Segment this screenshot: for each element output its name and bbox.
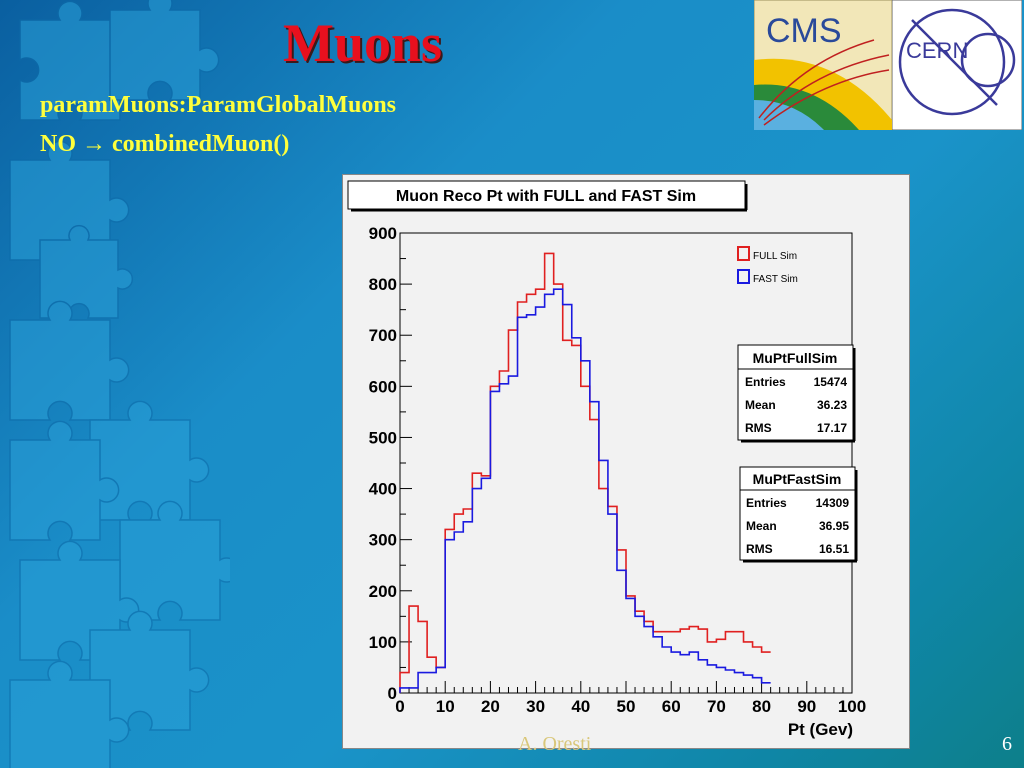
y-tick-label: 900 xyxy=(369,224,397,243)
x-tick-label: 50 xyxy=(617,697,636,716)
y-tick-labels: 0 100 200 300 400 500 600 700 800 900 xyxy=(369,224,397,703)
arrow-icon: → xyxy=(82,131,106,157)
y-tick-label: 0 xyxy=(388,684,397,703)
legend-swatch-fast xyxy=(737,269,750,284)
x-tick-label: 0 xyxy=(395,697,404,716)
subtitle-function: combinedMuon() xyxy=(112,131,290,157)
x-tick-label: 80 xyxy=(752,697,771,716)
legend-fast-sim: FAST Sim xyxy=(753,274,798,285)
puzzle-background-decoration xyxy=(9,0,230,768)
subtitle-line-2: NO → combinedMuon() xyxy=(40,131,289,158)
x-axis-label: Pt (Gev) xyxy=(788,720,853,739)
page-number: 6 xyxy=(1002,733,1012,755)
axis-ticks xyxy=(399,232,853,694)
stat-label: Entries xyxy=(746,496,787,510)
x-tick-labels: 0 10 20 30 40 50 60 70 80 90 100 xyxy=(395,697,866,716)
x-tick-label: 30 xyxy=(526,697,545,716)
stat-label: RMS xyxy=(746,542,773,556)
histogram-panel: Muon Reco Pt with FULL and FAST Sim 0 100… xyxy=(342,174,910,749)
slide-title: Muons xyxy=(283,13,443,73)
stat-box-fast-sim: MuPtFastSim Entries 14309 Mean 36.95 RMS… xyxy=(739,466,858,563)
y-tick-label: 100 xyxy=(369,633,397,652)
y-tick-label: 400 xyxy=(369,480,397,499)
x-tick-label: 70 xyxy=(707,697,726,716)
stat-label: Mean xyxy=(745,398,776,412)
subtitle-no: NO xyxy=(40,131,76,157)
cern-logo: CERN xyxy=(892,0,1022,130)
plot-frame xyxy=(399,232,853,694)
y-tick-label: 700 xyxy=(369,326,397,345)
chart-title: Muon Reco Pt with FULL and FAST Sim xyxy=(396,188,696,205)
x-tick-label: 10 xyxy=(436,697,455,716)
y-tick-label: 800 xyxy=(369,275,397,294)
stat-label: Entries xyxy=(745,375,786,389)
stat-box-title: MuPtFullSim xyxy=(753,350,838,366)
x-tick-label: 40 xyxy=(571,697,590,716)
stat-value: 15474 xyxy=(814,375,848,389)
stat-value: 36.23 xyxy=(817,398,847,412)
legend: FULL Sim FAST Sim xyxy=(737,246,798,285)
legend-full-sim: FULL Sim xyxy=(753,251,797,262)
x-tick-label: 60 xyxy=(662,697,681,716)
y-tick-label: 200 xyxy=(369,582,397,601)
cern-logo-text: CERN xyxy=(906,38,968,63)
stat-value: 16.51 xyxy=(819,542,849,556)
cms-logo: CMS xyxy=(754,0,892,130)
stat-value: 36.95 xyxy=(819,519,849,533)
x-tick-label: 90 xyxy=(797,697,816,716)
histogram-series-full-sim xyxy=(399,252,771,693)
footer-author: A. Oresti xyxy=(518,733,592,755)
subtitle-line-1: paramMuons:ParamGlobalMuons xyxy=(40,92,397,118)
x-tick-label: 20 xyxy=(481,697,500,716)
legend-swatch-full xyxy=(737,246,750,261)
stat-value: 14309 xyxy=(816,496,850,510)
y-tick-label: 500 xyxy=(369,428,397,447)
histogram-chart: Muon Reco Pt with FULL and FAST Sim 0100… xyxy=(347,180,866,739)
x-tick-label: 100 xyxy=(838,697,866,716)
y-tick-label: 600 xyxy=(369,377,397,396)
stat-label: RMS xyxy=(745,421,772,435)
cms-logo-text: CMS xyxy=(766,12,842,50)
histogram-series-fast-sim xyxy=(399,288,771,693)
stat-label: Mean xyxy=(746,519,777,533)
stat-value: 17.17 xyxy=(817,421,847,435)
histogram-series xyxy=(399,252,771,693)
y-tick-label: 300 xyxy=(369,531,397,550)
stat-box-title: MuPtFastSim xyxy=(753,471,842,487)
stat-box-full-sim: MuPtFullSim Entries 15474 Mean 36.23 RMS… xyxy=(737,344,856,443)
